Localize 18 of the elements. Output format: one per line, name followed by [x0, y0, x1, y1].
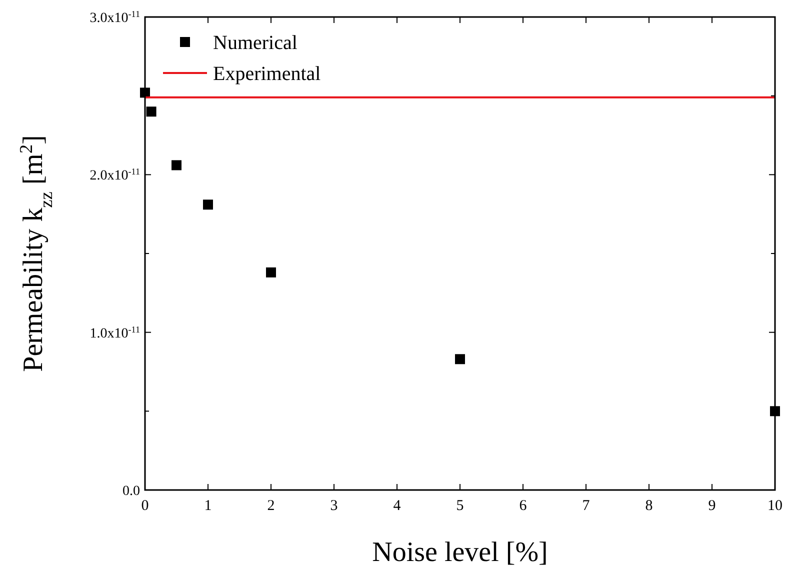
y-tick-label: 3.0x10$^{-11}$	[90, 9, 140, 26]
y-tick-label: 2.0x10$^{-11}$	[90, 166, 140, 184]
x-tick-label: 8	[645, 498, 653, 514]
x-tick-label: 4	[393, 498, 402, 514]
x-tick-label: 2	[267, 498, 275, 514]
x-tick-label: 9	[708, 498, 716, 514]
x-tick-label: 5	[456, 498, 464, 514]
legend-label: Experimental	[213, 63, 322, 85]
y-tick-label: 1.0x10$^{-11}$	[90, 324, 140, 342]
legend-label: Numerical	[213, 32, 298, 54]
x-tick-label: 1	[204, 498, 212, 514]
x-tick-label: 6	[519, 498, 528, 514]
y-tick-label: 0.0	[122, 484, 140, 499]
x-tick-label: 3	[330, 498, 338, 514]
x-tick-label: 0	[141, 498, 149, 514]
x-tick-label: 10	[768, 498, 782, 514]
x-axis-title: Noise level [%]	[372, 537, 548, 568]
x-tick-label: 7	[582, 498, 590, 514]
